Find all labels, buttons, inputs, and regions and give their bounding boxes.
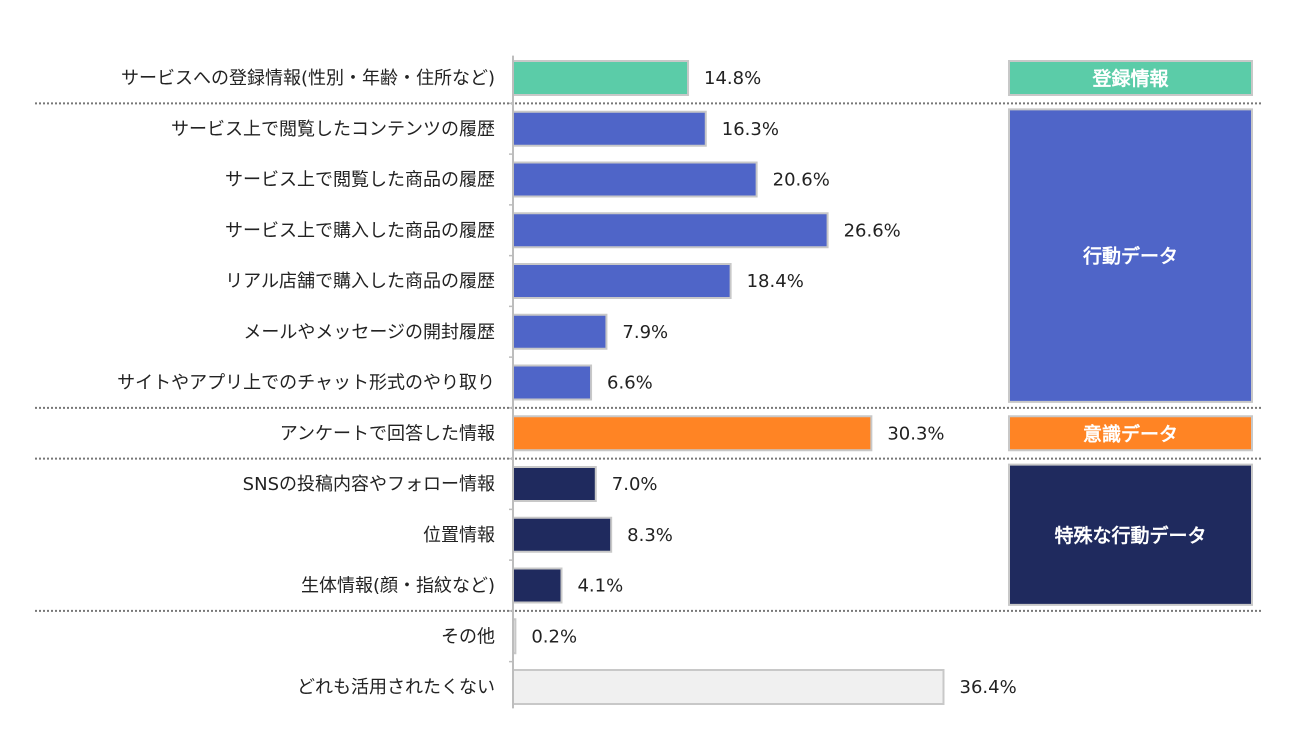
category-label: サービス上で購入した商品の履歴: [225, 220, 495, 241]
category-labels: サービスへの登録情報(性別・年齢・住所など) サービス上で閲覧したコンテンツの履歴…: [117, 68, 495, 698]
category-label: サイトやアプリ上でのチャット形式のやり取り: [117, 373, 495, 394]
value-label: 20.6%: [773, 170, 830, 191]
category-label: どれも活用されたくない: [297, 677, 495, 698]
group-label: 特殊な行動データ: [1054, 524, 1206, 547]
value-label: 36.4%: [960, 677, 1017, 698]
bar: [512, 263, 732, 299]
category-label: サービス上で閲覧したコンテンツの履歴: [171, 119, 495, 140]
y-axis: [509, 55, 514, 709]
bar: [512, 313, 608, 350]
bar: [512, 567, 563, 604]
bar: [512, 516, 613, 553]
bar: [512, 110, 707, 147]
category-label: SNSの投稿内容やフォロー情報: [243, 474, 495, 495]
value-label: 26.6%: [844, 220, 901, 241]
group-box: [1008, 108, 1253, 403]
bar: [512, 161, 758, 198]
value-label: 8.3%: [627, 525, 673, 546]
category-label: アンケートで回答した情報: [280, 423, 495, 444]
group-box: [1008, 415, 1253, 452]
bars: [512, 60, 945, 705]
group-label: 行動データ: [1082, 245, 1178, 268]
category-label: サービスへの登録情報(性別・年齢・住所など): [121, 68, 495, 89]
category-label: その他: [441, 626, 495, 647]
group-separators: [35, 102, 1262, 612]
value-label: 18.4%: [747, 271, 804, 292]
value-label: 30.3%: [887, 423, 944, 444]
value-label: 6.6%: [607, 373, 653, 394]
value-label: 16.3%: [722, 119, 779, 140]
value-label: 14.8%: [704, 68, 761, 89]
category-label: リアル店舗で購入した商品の履歴: [225, 271, 495, 292]
value-label: 7.9%: [622, 322, 668, 343]
category-label: メールやメッセージの開封履歴: [243, 322, 495, 343]
value-labels: 14.8% 16.3% 20.6% 26.6% 18.4% 7.9% 6.6% 30.3% 7.…: [531, 68, 1016, 698]
category-label: 生体情報(顔・指紋など): [301, 576, 495, 597]
group-label: 意識データ: [1083, 422, 1178, 445]
group-box: [1008, 60, 1253, 96]
bar: [512, 415, 873, 452]
category-label: サービス上で閲覧した商品の履歴: [225, 170, 495, 191]
bar: [512, 669, 945, 705]
bar: [512, 60, 690, 96]
value-label: 0.2%: [531, 626, 577, 647]
value-label: 7.0%: [612, 474, 658, 495]
bar: [512, 212, 829, 249]
bar: [512, 466, 597, 502]
group-label: 登録情報: [1091, 67, 1169, 90]
value-label: 4.1%: [577, 576, 623, 597]
category-label: 位置情報: [423, 525, 495, 546]
group-box: [1008, 463, 1253, 606]
bar: [512, 364, 593, 401]
